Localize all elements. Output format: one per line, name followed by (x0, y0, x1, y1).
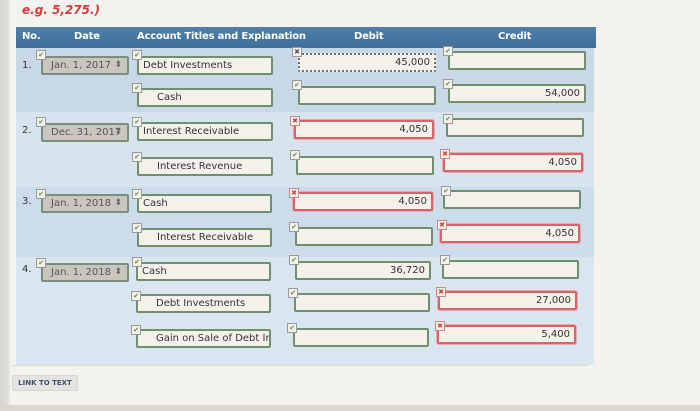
cross-icon: ✖ (436, 287, 446, 297)
date-value: Dec. 31, 2017 (51, 127, 122, 138)
cross-icon: ✖ (440, 149, 450, 159)
spinner-icon: ⬍ (114, 60, 122, 70)
cross-icon: ✖ (290, 116, 300, 126)
debit-input[interactable]: 45,000 (298, 53, 436, 72)
check-icon: ✔ (287, 323, 297, 333)
credit-input[interactable] (443, 190, 581, 209)
account-input[interactable]: Debt Investments (136, 294, 271, 313)
link-to-text-button[interactable]: LINK TO TEXT (12, 375, 78, 391)
header-date: Date (74, 31, 100, 42)
entry-number: 3. (22, 196, 32, 207)
check-icon: ✔ (36, 117, 46, 127)
account-input[interactable]: Gain on Sale of Debt In (136, 329, 271, 348)
footer-area (12, 365, 588, 402)
debit-input[interactable] (294, 293, 430, 312)
check-icon: ✔ (292, 80, 302, 90)
cross-icon: ✖ (435, 321, 445, 331)
header-no: No. (22, 31, 41, 42)
debit-input[interactable] (295, 227, 433, 246)
credit-input[interactable]: 4,050 (440, 224, 580, 243)
entry-number: 4. (22, 264, 32, 275)
check-icon: ✔ (132, 189, 142, 199)
check-icon: ✔ (36, 50, 46, 60)
format-hint: e.g. 5,275.) (22, 3, 101, 17)
cross-icon: ✖ (289, 188, 299, 198)
date-value: Jan. 1, 2018 (51, 198, 111, 209)
debit-input[interactable]: 4,050 (293, 192, 433, 211)
check-icon: ✔ (36, 258, 46, 268)
cross-icon: ✖ (292, 47, 302, 57)
credit-input[interactable]: 54,000 (448, 84, 586, 103)
cross-icon: ✖ (437, 220, 447, 230)
spinner-icon: ⬍ (114, 127, 122, 137)
account-input[interactable]: Cash (137, 88, 273, 107)
date-value: Jan. 1, 2017 (51, 60, 111, 71)
spinner-icon: ⬍ (114, 267, 122, 277)
check-icon: ✔ (132, 50, 142, 60)
check-icon: ✔ (290, 150, 300, 160)
credit-input[interactable] (448, 51, 586, 70)
entry-number: 2. (22, 125, 32, 136)
check-icon: ✔ (131, 291, 141, 301)
date-select[interactable]: Jan. 1, 2017 ⬍ (41, 56, 129, 75)
check-icon: ✔ (132, 83, 142, 93)
debit-input[interactable] (296, 156, 434, 175)
check-icon: ✔ (288, 288, 298, 298)
check-icon: ✔ (443, 114, 453, 124)
credit-input[interactable] (446, 118, 584, 137)
table-header: No. Date Account Titles and Explanation … (16, 27, 596, 48)
account-input[interactable]: Interest Revenue (137, 157, 273, 176)
credit-input[interactable]: 27,000 (438, 291, 577, 310)
credit-input[interactable]: 5,400 (437, 325, 576, 344)
header-account: Account Titles and Explanation (137, 31, 306, 42)
spinner-icon: ⬍ (114, 198, 122, 208)
debit-input[interactable]: 36,720 (295, 261, 431, 280)
credit-input[interactable] (442, 260, 579, 279)
check-icon: ✔ (132, 152, 142, 162)
check-icon: ✔ (36, 189, 46, 199)
credit-input[interactable]: 4,050 (443, 153, 583, 172)
date-value: Jan. 1, 2018 (51, 267, 111, 278)
debit-input[interactable] (298, 86, 436, 105)
account-input[interactable]: Debt Investments (137, 56, 273, 75)
check-icon: ✔ (443, 46, 453, 56)
account-input[interactable]: Cash (137, 194, 272, 213)
check-icon: ✔ (289, 222, 299, 232)
check-icon: ✔ (443, 79, 453, 89)
check-icon: ✔ (440, 255, 450, 265)
check-icon: ✔ (441, 186, 451, 196)
debit-input[interactable] (293, 328, 429, 347)
header-debit: Debit (354, 31, 384, 42)
check-icon: ✔ (132, 117, 142, 127)
check-icon: ✔ (131, 325, 141, 335)
date-select[interactable]: Jan. 1, 2018 ⬍ (41, 263, 129, 282)
account-input[interactable]: Interest Receivable (137, 122, 273, 141)
header-credit: Credit (498, 31, 532, 42)
account-input[interactable]: Interest Receivable (137, 228, 272, 247)
date-select[interactable]: Dec. 31, 2017 ⬍ (41, 123, 129, 142)
date-select[interactable]: Jan. 1, 2018 ⬍ (41, 194, 129, 213)
entry-number: 1. (22, 60, 32, 71)
check-icon: ✔ (132, 223, 142, 233)
account-input[interactable]: Cash (136, 262, 271, 281)
debit-input[interactable]: 4,050 (294, 120, 434, 139)
check-icon: ✔ (132, 257, 142, 267)
bottom-border (0, 405, 700, 411)
check-icon: ✔ (289, 255, 299, 265)
